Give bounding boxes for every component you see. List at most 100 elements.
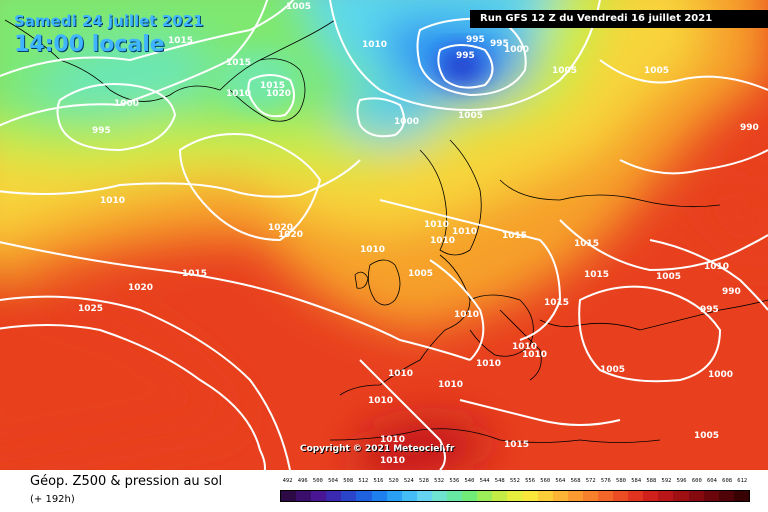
color-scale-swatch <box>658 491 674 501</box>
color-scale-swatch <box>522 491 538 501</box>
color-scale-swatch <box>537 491 553 501</box>
color-scale-value: 576 <box>600 478 611 484</box>
color-scale-swatch <box>688 491 704 501</box>
isobar-label: 1005 <box>286 2 311 12</box>
isobar-label: 1010 <box>512 342 537 352</box>
color-scale-swatch <box>431 491 448 501</box>
isobar-label: 1005 <box>408 269 433 279</box>
color-scale-value: 544 <box>479 478 490 484</box>
isobar-label: 1020 <box>278 230 303 240</box>
color-scale-value: 528 <box>419 478 429 484</box>
color-scale-value: 568 <box>570 478 581 484</box>
color-scale-value: 508 <box>343 478 354 484</box>
color-scale-bar <box>280 490 750 502</box>
isobar-label: 1010 <box>438 380 463 390</box>
isobar-label: 995 <box>700 305 719 315</box>
isobar-label: 1000 <box>504 45 529 55</box>
color-scale-swatch <box>386 491 402 501</box>
isobar-label: 1015 <box>260 81 285 91</box>
isobar-label: 1015 <box>182 269 207 279</box>
color-scale-value: 564 <box>555 478 566 484</box>
isobar-label: 1010 <box>424 220 449 230</box>
color-scale-swatch <box>718 491 734 501</box>
isobar-label: 1000 <box>394 117 419 127</box>
color-scale-value: 612 <box>737 478 748 484</box>
isobar-label: 1025 <box>78 304 103 314</box>
isobar-label: 995 <box>92 126 111 136</box>
isobar-label: 1005 <box>656 272 681 282</box>
isobar-label: 990 <box>722 287 741 297</box>
isobar-label: 1010 <box>704 262 729 272</box>
isobar-label: 1015 <box>574 239 599 249</box>
color-scale-value: 516 <box>373 478 384 484</box>
color-scale: 492 496 500 504 508 512 516 520 524 528 532 536 540 5… <box>280 478 750 504</box>
valid-date-label: Samedi 24 juillet 2021 <box>14 12 204 30</box>
color-scale-swatch <box>643 491 659 501</box>
color-scale-value: 572 <box>585 478 596 484</box>
color-scale-swatch <box>733 491 749 501</box>
isobar-label: 990 <box>740 123 759 133</box>
color-scale-swatch <box>447 491 463 501</box>
color-scale-value: 524 <box>403 478 414 484</box>
color-scale-value: 584 <box>631 478 642 484</box>
isobar-label: 1015 <box>168 36 193 46</box>
isobars <box>0 0 768 470</box>
isobar-label: 1010 <box>380 435 405 445</box>
color-scale-value: 560 <box>540 478 551 484</box>
isobar-label: 1010 <box>388 369 413 379</box>
isobar-label: 1010 <box>380 456 405 466</box>
color-scale-swatch <box>703 491 719 501</box>
color-scale-value: 540 <box>464 478 475 484</box>
color-scale-swatch <box>296 491 312 501</box>
forecast-offset-label: (+ 192h) <box>30 494 75 505</box>
color-scale-value: 504 <box>328 478 339 484</box>
color-scale-value: 520 <box>388 478 399 484</box>
color-scale-swatch <box>597 491 614 501</box>
color-scale-swatch <box>552 491 568 501</box>
color-scale-swatch <box>341 491 357 501</box>
color-scale-value: 532 <box>434 478 445 484</box>
isobar-label: 1010 <box>454 310 479 320</box>
color-scale-value: 536 <box>449 478 460 484</box>
isobar-label: 1010 <box>226 89 251 99</box>
isobar-label: 1010 <box>476 359 501 369</box>
local-time-label: 14:00 locale <box>14 32 165 57</box>
run-info-banner: Run GFS 12 Z du Vendredi 16 juillet 2021 <box>470 10 768 28</box>
color-scale-swatch <box>477 491 493 501</box>
color-scale-value: 608 <box>722 478 733 484</box>
isobar-label: 995 <box>490 39 509 49</box>
color-scale-value: 600 <box>691 478 702 484</box>
weather-map: 1005 1015 1015 1010 1015 1020 1000 995 1… <box>0 0 768 470</box>
color-scale-swatch <box>401 491 417 501</box>
isobar-label: 1015 <box>584 270 609 280</box>
color-scale-value: 548 <box>494 478 505 484</box>
isobar-label: 1010 <box>452 227 477 237</box>
color-scale-swatch <box>326 491 342 501</box>
isobar-label: 1000 <box>708 370 733 380</box>
color-scale-labels: 492 496 500 504 508 512 516 520 524 528 532 536 540 5… <box>280 478 750 488</box>
color-scale-swatch <box>356 491 372 501</box>
isobar-label: 1015 <box>502 231 527 241</box>
color-scale-swatch <box>311 491 327 501</box>
color-scale-swatch <box>673 491 689 501</box>
isobar-label: 995 <box>456 51 475 61</box>
color-scale-swatch <box>613 491 629 501</box>
color-scale-value: 492 <box>282 478 293 484</box>
color-scale-swatch <box>462 491 478 501</box>
color-scale-swatch <box>628 491 644 501</box>
color-scale-value: 592 <box>661 478 672 484</box>
color-scale-value: 580 <box>616 478 626 484</box>
color-scale-value: 496 <box>297 478 308 484</box>
copyright-label: Copyright © 2021 Meteociel.fr <box>300 444 455 454</box>
isobar-label: 1020 <box>268 223 293 233</box>
isobar-label: 995 <box>466 35 485 45</box>
isobar-label: 1005 <box>644 66 669 76</box>
color-scale-swatch <box>582 491 598 501</box>
color-scale-value: 512 <box>358 478 369 484</box>
color-scale-swatch <box>507 491 523 501</box>
isobar-label: 1005 <box>458 111 483 121</box>
isobar-labels: 1005 1015 1015 1010 1015 1020 1000 995 1… <box>78 2 759 466</box>
isobar-label: 1010 <box>430 236 455 246</box>
isobar-label: 1020 <box>266 89 291 99</box>
